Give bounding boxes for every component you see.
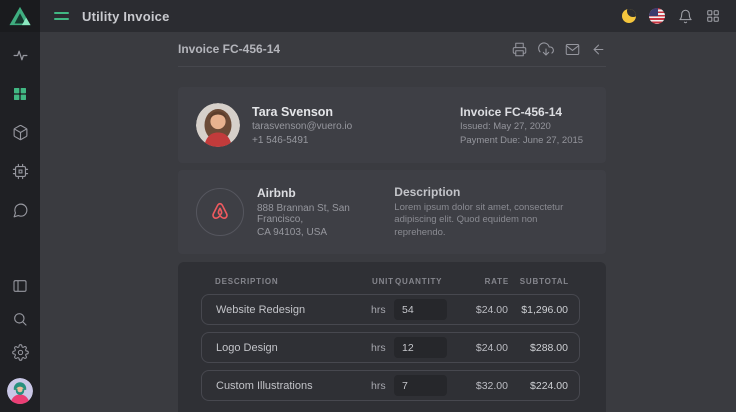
- customer-avatar: [196, 103, 240, 147]
- chat-icon[interactable]: [12, 202, 29, 219]
- item-description: Custom Illustrations: [216, 380, 371, 392]
- company-info: Airbnb 888 Brannan St, San Francisco, CA…: [257, 186, 394, 238]
- header-rate: RATE: [448, 277, 509, 286]
- customer-info: Tara Svenson tarasvenson@vuero.io +1 546…: [252, 105, 352, 146]
- item-subtotal: $1,296.00: [508, 304, 568, 316]
- table-row: Logo Design hrs $24.00 $288.00: [201, 332, 580, 363]
- customer-phone: +1 546-5491: [252, 135, 352, 146]
- page-title: Utility Invoice: [82, 9, 170, 24]
- topbar-actions: [622, 8, 720, 24]
- item-description: Website Redesign: [216, 304, 371, 316]
- customer-email: tarasvenson@vuero.io: [252, 121, 352, 132]
- cube-icon[interactable]: [12, 124, 29, 141]
- header-quantity: QUANTITY: [395, 277, 448, 286]
- item-subtotal: $288.00: [508, 342, 568, 354]
- cpu-icon[interactable]: [12, 163, 29, 180]
- language-flag-us-icon[interactable]: [649, 8, 665, 24]
- item-unit: hrs: [371, 380, 394, 392]
- header-description: DESCRIPTION: [215, 277, 372, 286]
- quantity-input[interactable]: [394, 337, 447, 358]
- header-unit: UNIT: [372, 277, 395, 286]
- logo-triangle-icon: [8, 5, 32, 27]
- invoice-subheader: Invoice FC-456-14: [178, 32, 606, 67]
- invoice-due-date: Payment Due: June 27, 2015: [460, 135, 588, 146]
- customer-name: Tara Svenson: [252, 105, 352, 119]
- company-card: Airbnb 888 Brannan St, San Francisco, CA…: [178, 170, 606, 254]
- description-heading: Description: [394, 185, 588, 199]
- app-logo[interactable]: [0, 0, 40, 32]
- line-items-panel: DESCRIPTION UNIT QUANTITY RATE SUBTOTAL …: [178, 262, 606, 412]
- invoice-meta: Invoice FC-456-14 Issued: May 27, 2020 P…: [460, 105, 588, 146]
- quantity-input[interactable]: [394, 375, 447, 396]
- app-screen: Utility Invoice Invoice FC-456-14: [0, 0, 736, 412]
- activity-icon[interactable]: [12, 47, 29, 64]
- invoice-issued-date: Issued: May 27, 2020: [460, 121, 588, 132]
- invoice-number: Invoice FC-456-14: [460, 105, 588, 119]
- invoice-actions: [512, 41, 606, 57]
- profile-avatar[interactable]: [7, 378, 33, 404]
- dark-mode-toggle-moon-icon[interactable]: [622, 9, 636, 23]
- email-envelope-icon[interactable]: [565, 42, 580, 57]
- customer-card: Tara Svenson tarasvenson@vuero.io +1 546…: [178, 87, 606, 163]
- cloud-download-icon[interactable]: [538, 41, 554, 57]
- table-row: Custom Illustrations hrs $32.00 $224.00: [201, 370, 580, 401]
- item-rate: $24.00: [447, 304, 508, 316]
- invoice-number-title: Invoice FC-456-14: [178, 42, 280, 56]
- table-header: DESCRIPTION UNIT QUANTITY RATE SUBTOTAL: [201, 268, 580, 294]
- notifications-bell-icon[interactable]: [678, 9, 693, 24]
- item-description: Logo Design: [216, 342, 371, 354]
- description-body: Lorem ipsum dolor sit amet, consectetur …: [394, 202, 588, 239]
- company-name: Airbnb: [257, 186, 394, 200]
- header-subtotal: SUBTOTAL: [509, 277, 569, 286]
- back-arrow-icon[interactable]: [591, 42, 606, 57]
- item-rate: $24.00: [447, 342, 508, 354]
- airbnb-logo-icon: [196, 188, 244, 236]
- panel-layout-icon[interactable]: [12, 278, 28, 294]
- search-icon[interactable]: [12, 311, 28, 327]
- print-icon[interactable]: [512, 42, 527, 57]
- apps-grid-icon[interactable]: [706, 9, 720, 23]
- sidebar: [0, 0, 40, 412]
- table-row: Website Redesign hrs $24.00 $1,296.00: [201, 294, 580, 325]
- menu-hamburger-icon[interactable]: [54, 12, 69, 20]
- item-unit: hrs: [371, 304, 394, 316]
- main-content: Invoice FC-456-14: [40, 32, 736, 412]
- quantity-input[interactable]: [394, 299, 447, 320]
- company-address-line2: CA 94103, USA: [257, 227, 394, 238]
- item-subtotal: $224.00: [508, 380, 568, 392]
- topbar: Utility Invoice: [40, 0, 736, 32]
- invoice-description: Description Lorem ipsum dolor sit amet, …: [394, 185, 588, 239]
- sidebar-top-nav: [12, 47, 29, 219]
- item-rate: $32.00: [447, 380, 508, 392]
- settings-gear-icon[interactable]: [12, 344, 29, 361]
- item-unit: hrs: [371, 342, 394, 354]
- dashboard-grid-icon[interactable]: [12, 86, 28, 102]
- sidebar-bottom-nav: [7, 278, 33, 404]
- company-address-line1: 888 Brannan St, San Francisco,: [257, 203, 394, 225]
